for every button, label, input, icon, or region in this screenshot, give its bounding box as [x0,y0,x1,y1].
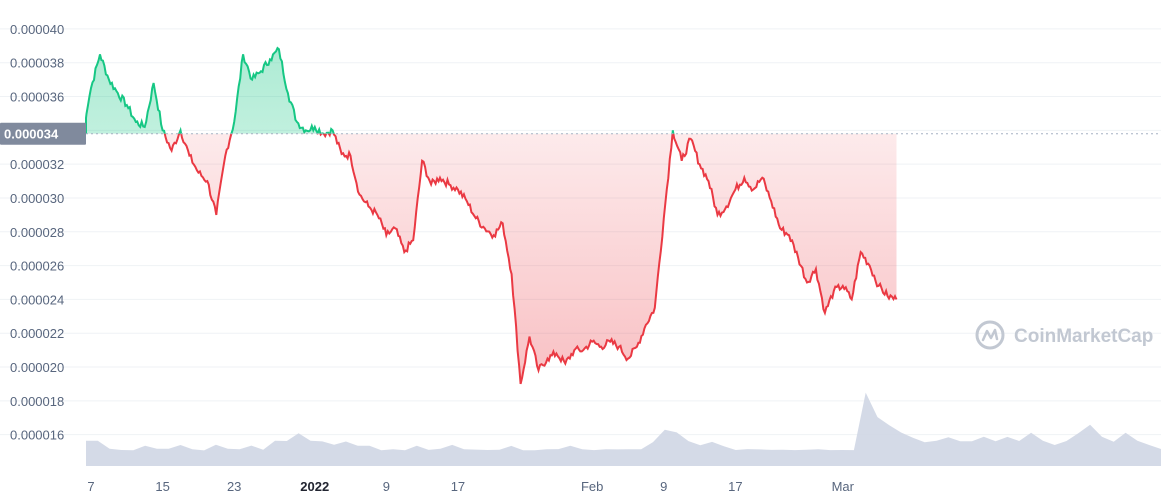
watermark-text: CoinMarketCap [1014,326,1153,347]
y-tick-label: 0.000040 [10,22,64,37]
x-tick-label: 17 [451,479,465,494]
y-tick-label: 0.000020 [10,360,64,375]
volume-fill [86,392,1161,466]
y-tick-label: 0.000024 [10,292,64,307]
price-line-below [163,133,898,385]
reference-price-badge: 0.000034 [0,122,86,145]
y-axis: 0.000016 0.000018 0.000020 0.000022 0.000024… [10,22,64,443]
x-tick-label: Feb [581,479,603,494]
y-tick-label: 0.000022 [10,326,64,341]
x-tick-label: 17 [728,479,742,494]
y-tick-label: 0.000028 [10,225,64,240]
area-fill-above [86,48,897,134]
x-tick-label: 9 [660,479,667,494]
x-tick-label: 23 [227,479,241,494]
y-tick-label: 0.000026 [10,259,64,274]
x-tick-label: Mar [832,479,855,494]
y-tick-label: 0.000030 [10,191,64,206]
x-tick-label: 15 [155,479,169,494]
watermark: CoinMarketCap [975,320,1153,350]
volume-area [86,392,1161,466]
y-tick-label: 0.000032 [10,157,64,172]
coinmarketcap-logo-icon [975,320,1005,350]
y-tick-label: 0.000036 [10,90,64,105]
y-tick-label: 0.000038 [10,56,64,71]
reference-price-label: 0.000034 [4,127,59,142]
price-area [85,46,898,385]
y-tick-label: 0.000018 [10,394,64,409]
x-tick-label: 9 [383,479,390,494]
x-axis: 7 15 23 2022 9 17 Feb 9 17 Mar [87,479,854,494]
y-tick-label: 0.000016 [10,428,64,443]
x-tick-label: 7 [87,479,94,494]
x-tick-label: 2022 [300,479,329,494]
